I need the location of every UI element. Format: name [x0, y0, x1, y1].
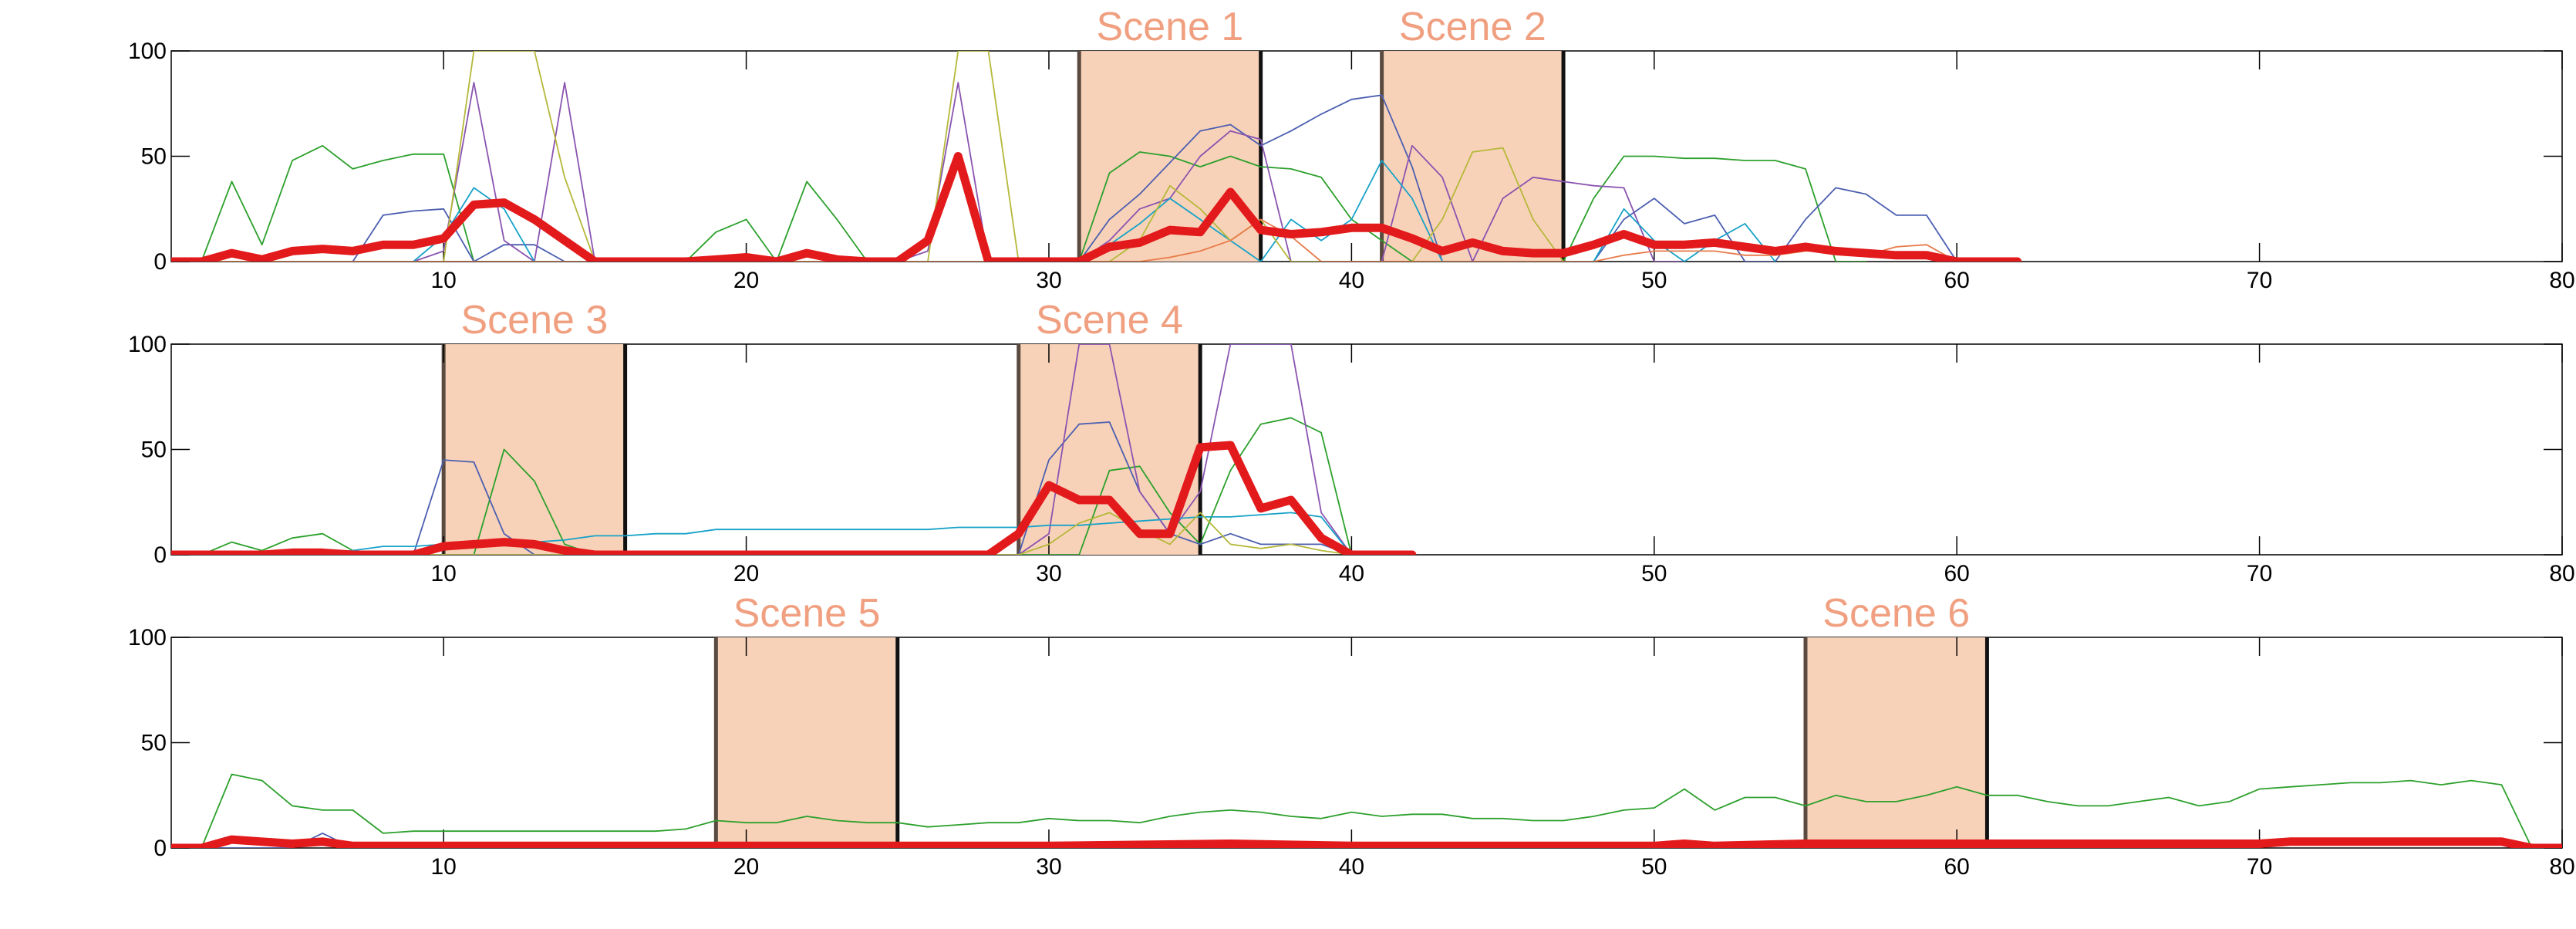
- x-tick-label: 20: [733, 854, 759, 880]
- x-tick-label: 50: [1641, 854, 1667, 880]
- series-group: [171, 51, 2022, 262]
- x-tick-label: 10: [430, 854, 456, 880]
- x-tick-label: 50: [1641, 561, 1667, 586]
- scene-band: [1805, 637, 1988, 848]
- series-line: [171, 82, 1685, 262]
- y-tick-label: 100: [128, 39, 167, 64]
- scene-label: Scene 4: [1036, 298, 1183, 343]
- x-tick-label: 60: [1944, 561, 1970, 586]
- scene-label: Scene 1: [1097, 5, 1244, 49]
- x-tick-label: 30: [1036, 268, 1061, 293]
- x-tick-label: 80: [2549, 561, 2574, 586]
- series-line: [171, 344, 1353, 555]
- x-tick-label: 50: [1641, 268, 1667, 293]
- x-tick-label: 60: [1944, 268, 1970, 293]
- y-tick-label: 0: [153, 249, 167, 275]
- scene-label: Scene 6: [1822, 591, 1970, 636]
- series-line: [171, 417, 1353, 555]
- x-tick-label: 70: [2247, 561, 2272, 586]
- y-tick-label: 0: [153, 836, 167, 861]
- series-line: [171, 160, 1776, 262]
- chart-panel-2: Scene 3 Scene 4 10 20 30 40 50 60 70 80 0 50 100: [128, 298, 2575, 586]
- scene-band: [443, 344, 625, 555]
- x-tick-label: 10: [430, 268, 456, 293]
- chart-panel-3: Scene 5 Scene 6 10 20 30 40 50 60 70 80 0 50 100: [128, 591, 2575, 880]
- mean-series-line: [171, 152, 2022, 262]
- mean-series-line: [171, 835, 2562, 848]
- x-tick-label: 30: [1036, 561, 1061, 586]
- x-tick-label: 80: [2549, 268, 2574, 293]
- x-tick-label: 40: [1339, 854, 1364, 880]
- x-tick-label: 70: [2247, 854, 2272, 880]
- y-tick-label: 100: [128, 625, 167, 650]
- scene-band: [1018, 344, 1201, 555]
- scene-band: [1381, 51, 1564, 262]
- x-tick-label: 60: [1944, 854, 1970, 880]
- y-tick-label: 100: [128, 332, 167, 357]
- series-line: [171, 51, 1564, 262]
- y-tick-label: 50: [141, 437, 167, 463]
- x-tick-label: 80: [2549, 854, 2574, 880]
- x-tick-label: 30: [1036, 854, 1061, 880]
- x-tick-label: 40: [1339, 268, 1364, 293]
- y-tick-label: 0: [153, 542, 167, 568]
- y-tick-label: 50: [141, 731, 167, 756]
- x-tick-label: 10: [430, 561, 456, 586]
- mean-series-line: [171, 441, 1417, 555]
- series-line: [171, 833, 384, 848]
- x-tick-label: 70: [2247, 268, 2272, 293]
- series-group: [171, 773, 2562, 848]
- y-tick-label: 50: [141, 144, 167, 170]
- scene-label: Scene 5: [733, 591, 881, 636]
- x-tick-label: 40: [1339, 561, 1364, 586]
- series-group: [171, 344, 1417, 555]
- scene-band: [716, 637, 898, 848]
- x-tick-label: 20: [733, 268, 759, 293]
- chart-panel-1: Scene 1 Scene 2 10 20 30 40 50 60 70 80 0 50 100: [128, 5, 2575, 293]
- axes-frame: [170, 637, 2563, 849]
- series-line: [171, 773, 2562, 848]
- scene-label: Scene 3: [460, 298, 608, 343]
- scene-label: Scene 2: [1399, 5, 1546, 49]
- x-tick-label: 20: [733, 561, 759, 586]
- series-line: [171, 512, 1353, 555]
